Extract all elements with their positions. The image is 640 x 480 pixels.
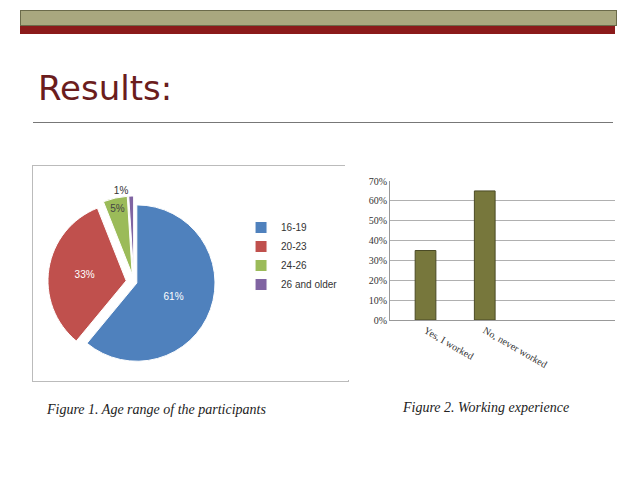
svg-text:20%: 20%: [369, 275, 387, 286]
html-text:Results:: Results:: [38, 68, 173, 108]
html-text:Figure 1. Age range of the par: Figure 1. Age range of the participants: [47, 402, 266, 417]
svg-text:16-19: 16-19: [281, 222, 307, 233]
svg-text:Yes, I worked: Yes, I worked: [422, 325, 475, 362]
svg-text:10%: 10%: [369, 295, 387, 306]
svg-text:40%: 40%: [369, 235, 387, 246]
svg-text:30%: 30%: [369, 255, 387, 266]
svg-text:70%: 70%: [369, 176, 387, 187]
svg-text:20-23: 20-23: [281, 241, 307, 252]
svg-text:24-26: 24-26: [281, 260, 307, 271]
svg-text:0%: 0%: [374, 315, 387, 326]
svg-text:61%: 61%: [164, 291, 184, 302]
svg-text:50%: 50%: [369, 215, 387, 226]
html-text:Figure 2. Working experience: Figure 2. Working experience: [403, 400, 570, 415]
svg-text:60%: 60%: [369, 195, 387, 206]
svg-text:1%: 1%: [114, 185, 129, 196]
svg-text:No, never worked: No, never worked: [481, 325, 549, 370]
svg-text:5%: 5%: [110, 203, 125, 214]
svg-text:26 and older: 26 and older: [281, 279, 337, 290]
svg-text:33%: 33%: [75, 269, 95, 280]
